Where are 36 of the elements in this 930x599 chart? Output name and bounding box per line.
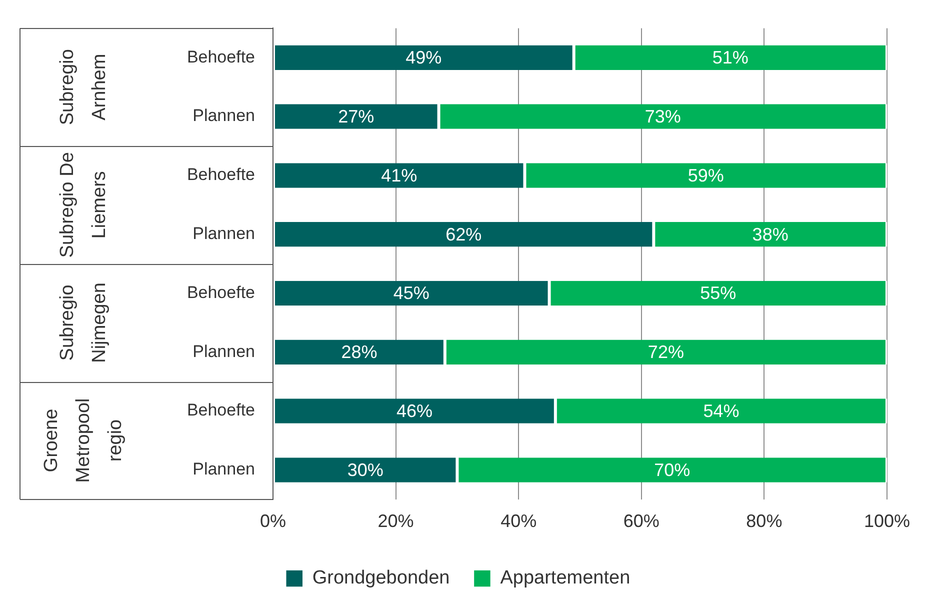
data-label: 59% — [688, 165, 724, 186]
y-tick-label: Behoefte — [186, 400, 255, 420]
data-label: 72% — [648, 342, 684, 362]
data-label: 51% — [712, 48, 748, 68]
x-tick-label: 60% — [623, 511, 660, 532]
text: Subregio Arnhem — [57, 49, 110, 126]
x-tick-label: 20% — [378, 511, 414, 532]
data-label: 28% — [341, 342, 378, 362]
data-label: 70% — [654, 460, 690, 480]
text: Groene Metropool regio — [41, 398, 126, 483]
data-label: 27% — [338, 106, 374, 127]
data-label: 45% — [393, 283, 430, 304]
data-label: 73% — [644, 106, 681, 127]
y-tick-label: Plannen — [192, 224, 255, 244]
x-tick-label: 80% — [746, 511, 782, 532]
x-tick-label: 40% — [500, 511, 537, 532]
data-label: 49% — [406, 48, 442, 68]
text: Subregio Nijmegen — [57, 282, 110, 363]
y-tick-label: Behoefte — [186, 282, 255, 302]
legend-label: Grondgebonden — [312, 568, 450, 589]
y-tick-label: Behoefte — [186, 47, 255, 66]
x-tick-label: 0% — [260, 511, 286, 532]
data-label: 41% — [381, 165, 418, 186]
legend-label: Appartementen — [500, 568, 630, 589]
y-tick-label: Behoefte — [186, 165, 255, 184]
data-label: 55% — [700, 283, 736, 304]
y-tick-label: Plannen — [192, 460, 255, 479]
data-label: 30% — [347, 460, 384, 480]
data-label: 46% — [396, 401, 432, 422]
y-tick-label: Plannen — [192, 342, 255, 361]
x-tick-label: 100% — [864, 511, 910, 532]
data-label: 54% — [703, 401, 740, 422]
y-tick-label: Plannen — [192, 106, 255, 126]
data-label: 62% — [446, 224, 482, 244]
text: Subregio De Liemers — [57, 152, 110, 258]
data-label: 38% — [752, 224, 788, 244]
